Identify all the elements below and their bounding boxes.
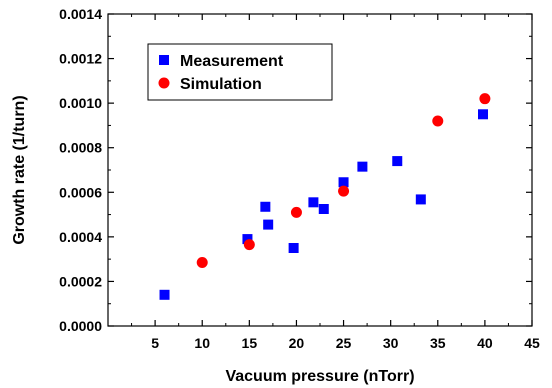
y-tick-label: 0.0000 (59, 318, 102, 334)
legend-marker-measurement (159, 55, 169, 65)
legend-label-simulation: Simulation (180, 76, 262, 93)
legend-marker-simulation (158, 77, 170, 89)
y-axis-title: Growth rate (1/turn) (11, 95, 28, 244)
x-tick-label: 30 (383, 335, 399, 351)
measurement-point (338, 177, 349, 188)
measurement-point (260, 201, 271, 212)
measurement-point (288, 243, 299, 253)
x-axis: 5 10 15 20 25 30 35 40 45 (131, 14, 540, 351)
simulation-point (479, 93, 491, 105)
x-tick-label: 20 (289, 335, 305, 351)
measurement-point (357, 161, 368, 172)
y-tick-label: 0.0008 (59, 140, 102, 156)
legend: Measurement Simulation (147, 43, 333, 101)
y-tick-label: 0.0014 (59, 6, 102, 22)
legend-box (147, 43, 333, 101)
y-tick-label: 0.0002 (59, 273, 102, 289)
x-tick-label: 15 (242, 335, 258, 351)
measurement-point (318, 204, 329, 214)
measurement-point (263, 219, 274, 230)
legend-label-measurement: Measurement (180, 53, 284, 70)
y-tick-label: 0.0004 (59, 229, 102, 245)
measurement-point (478, 109, 489, 120)
measurement-point (415, 194, 426, 205)
x-tick-label: 35 (430, 335, 446, 351)
x-tick-label: 5 (151, 335, 159, 351)
simulation-point (243, 239, 255, 251)
measurement-point (159, 289, 170, 300)
x-tick-label: 25 (336, 335, 352, 351)
x-tick-label: 40 (477, 335, 493, 351)
x-axis-title: Vacuum pressure (nTorr) (225, 368, 414, 385)
measurement-point (392, 156, 403, 167)
simulation-point (338, 185, 350, 197)
measurement-point (242, 234, 253, 245)
data-markers (159, 93, 491, 300)
x-tick-label: 45 (524, 335, 540, 351)
y-tick-label: 0.0010 (59, 95, 102, 111)
simulation-point (196, 256, 208, 268)
simulation-point (432, 115, 444, 127)
x-tick-label: 10 (194, 335, 210, 351)
y-tick-label: 0.0006 (59, 184, 102, 200)
y-tick-label: 0.0012 (59, 51, 102, 67)
simulation-point (290, 206, 302, 218)
measurement-point (308, 197, 319, 208)
y-axis: 0.0000 0.0002 0.0004 0.0006 0.0008 0.0010 0.00… (59, 6, 532, 334)
